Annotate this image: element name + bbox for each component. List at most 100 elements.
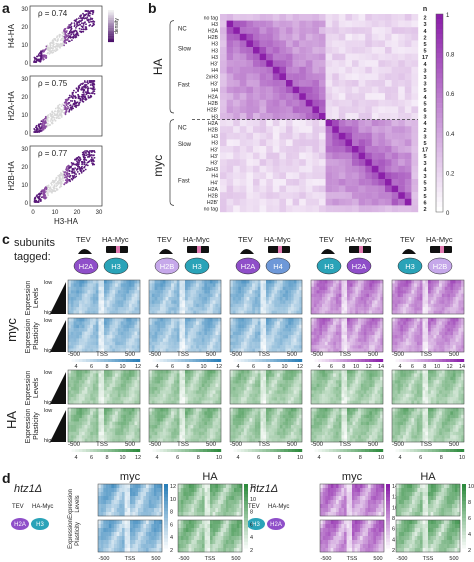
heatmap-cell: [299, 119, 306, 127]
heatmap-cell: [279, 159, 287, 166]
heatmap-cell: [272, 73, 280, 81]
heatmap-cell: [332, 126, 339, 133]
heatmap-cell: [137, 418, 141, 422]
scatter-point: [40, 129, 42, 132]
heatmap-cell: [187, 376, 191, 381]
heatmap-cell: [115, 307, 119, 311]
heatmap-cell: [165, 290, 169, 294]
colorbar-step: [436, 117, 443, 124]
heatmap-cell: [123, 390, 127, 394]
heatmap-cell: [73, 293, 77, 298]
heatmap-cell: [282, 303, 286, 308]
scatter-point: [87, 95, 90, 97]
row-label: Plasticity: [33, 412, 40, 440]
heatmap-cell: [87, 283, 91, 287]
heatmap-cell: [123, 348, 127, 353]
heatmap-cell: [352, 179, 359, 186]
heatmap-cell: [112, 435, 116, 439]
heatmap-cell: [218, 335, 222, 339]
heatmap-cell: [239, 40, 247, 48]
heatmap-cell: [274, 286, 278, 291]
heatmap-cell: [193, 338, 197, 342]
heatmap-cell: [201, 335, 205, 339]
heatmap-cell: [104, 310, 107, 315]
heatmap-cell: [288, 310, 292, 315]
heatmap-cell: [128, 331, 132, 336]
heatmap-cell: [81, 331, 85, 336]
heatmap-cell: [137, 400, 141, 405]
n-value: 3: [423, 174, 426, 180]
heatmap-cell: [259, 73, 267, 81]
heatmap-cell: [209, 321, 213, 325]
heatmap-cell: [87, 373, 91, 377]
heatmap-cell: [218, 418, 222, 422]
heatmap-cell: [398, 179, 405, 186]
heatmap-cell: [117, 370, 121, 374]
n-value: 17: [422, 148, 428, 154]
heatmap-cell: [168, 380, 172, 384]
heatmap-cell: [398, 53, 405, 61]
scatter-point: [74, 176, 76, 179]
heatmap-cell: [319, 113, 326, 120]
scatter-point: [60, 183, 63, 185]
heatmap-cell: [98, 438, 102, 443]
heatmap-cell: [232, 283, 236, 287]
heatmap-cell: [253, 132, 260, 140]
heatmap-cell: [220, 20, 227, 28]
heatmap-cell: [134, 390, 138, 394]
heatmap-cell: [398, 80, 405, 87]
heatmap-cell: [209, 425, 213, 429]
heatmap-cell: [385, 14, 392, 21]
heatmap-cell: [173, 293, 177, 298]
heatmap-cell: [179, 338, 183, 342]
heatmap-cell: [84, 428, 88, 432]
heatmap-cell: [246, 331, 250, 336]
heatmap-cell: [196, 293, 200, 298]
heatmap-cell: [131, 331, 135, 336]
heatmap-cell: [182, 293, 186, 298]
heatmap-cell: [204, 418, 208, 422]
heatmap-cell: [106, 431, 110, 436]
colorbar-step: [436, 122, 443, 129]
scatter-point: [72, 35, 75, 38]
heatmap-cell: [226, 146, 234, 153]
heatmap-cell: [84, 341, 88, 346]
heatmap-cell: [238, 321, 242, 325]
low-label: low: [44, 318, 52, 324]
heatmap-cell: [109, 370, 113, 374]
heatmap-cell: [257, 290, 261, 294]
heatmap-cell: [299, 132, 306, 140]
heatmap-cell: [201, 411, 205, 415]
heatmap-cell: [76, 411, 80, 415]
heatmap-cell: [215, 373, 219, 377]
scatter-point: [82, 151, 85, 153]
heatmap-cell: [286, 192, 293, 199]
heatmap-cell: [179, 431, 183, 436]
heatmap-cell: [76, 397, 80, 401]
heatmap-cell: [215, 380, 219, 384]
heatmap-cell: [312, 185, 320, 193]
heatmap-cell: [115, 318, 119, 322]
x-axis-tick: 500: [125, 352, 136, 358]
scatter-point: [72, 91, 74, 94]
heatmap-cell: [260, 310, 264, 315]
heatmap-cell: [266, 185, 273, 193]
heatmap-cell: [84, 335, 88, 339]
heatmap-cell: [292, 185, 300, 193]
heatmap-cell: [117, 421, 121, 426]
heatmap-cell: [92, 400, 96, 405]
heatmap-cell: [68, 318, 71, 322]
heatmap-cell: [185, 425, 188, 429]
heatmap-cell: [241, 283, 245, 287]
heatmap-cell: [68, 290, 71, 294]
heatmap-cell: [212, 300, 216, 304]
scale-step: [93, 359, 97, 362]
scatter-point: [91, 92, 94, 95]
heatmap-cell: [404, 40, 412, 48]
heatmap-cell: [87, 286, 91, 291]
heatmap-cell: [332, 198, 339, 206]
heatmap-cell: [352, 205, 359, 213]
scatter-point: [68, 40, 70, 43]
heatmap-cell: [104, 380, 107, 384]
